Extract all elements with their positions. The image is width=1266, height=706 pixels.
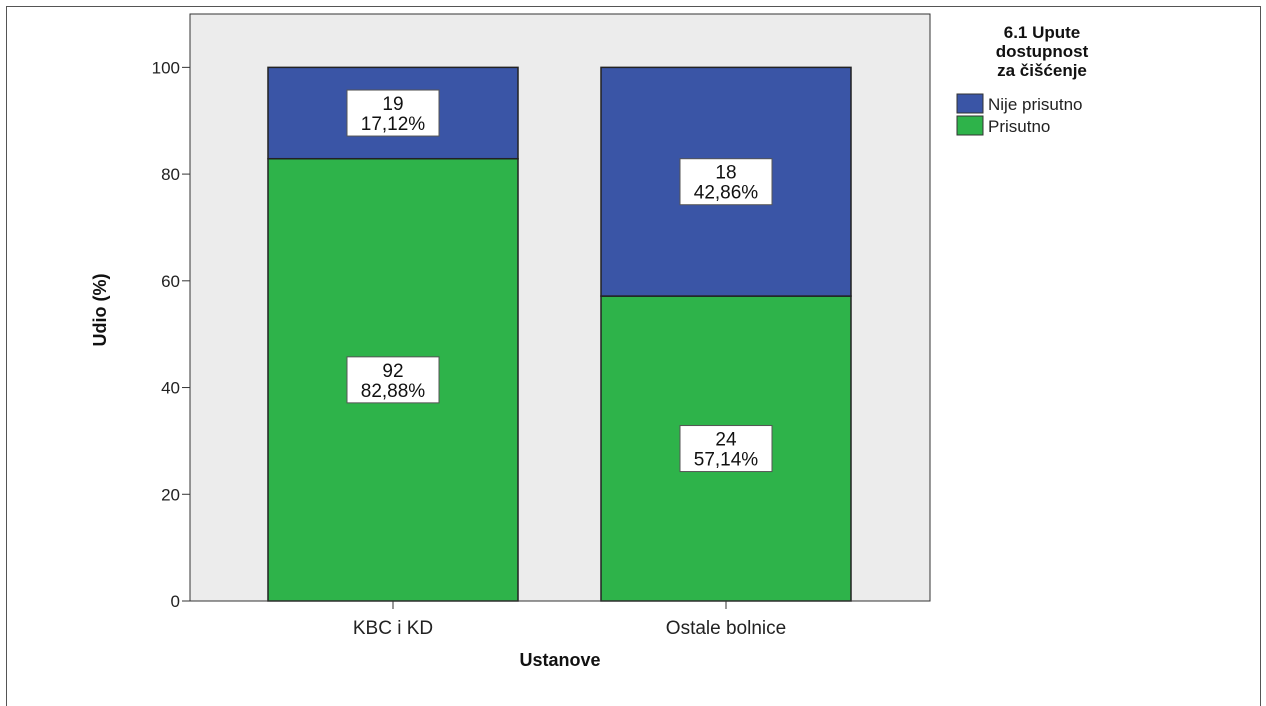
x-axis: KBC i KD Ostale bolnice (190, 600, 930, 639)
y-axis: 0 20 40 60 80 100 (152, 14, 191, 611)
legend-title-line: dostupnost (996, 42, 1089, 61)
data-label-percent: 82,88% (361, 381, 426, 402)
x-tick-label: Ostale bolnice (666, 618, 786, 639)
data-label-box (346, 356, 440, 404)
data-label-percent: 57,14% (694, 450, 759, 471)
data-label-box (346, 89, 440, 137)
legend-swatch (956, 93, 984, 114)
chart-frame (6, 6, 1261, 706)
data-label-count: 92 (382, 361, 403, 382)
data-label-percent: 17,12% (361, 114, 426, 135)
data-label-box (679, 425, 773, 473)
data-label-count: 24 (715, 430, 737, 451)
data-label-box (679, 158, 773, 206)
data-label-count: 19 (382, 94, 403, 115)
legend-swatch (956, 115, 984, 136)
legend-label: Prisutno (988, 117, 1050, 136)
y-tick-label: 40 (161, 379, 180, 398)
x-tick-label: KBC i KD (353, 618, 433, 639)
y-tick-label: 60 (161, 272, 180, 291)
y-axis-title: Udio (%) (90, 274, 110, 347)
x-axis-title: Ustanove (519, 650, 600, 670)
y-tick-label: 80 (161, 165, 180, 184)
data-label-count: 18 (715, 163, 736, 184)
data-label-percent: 42,86% (694, 183, 759, 204)
y-tick-label: 100 (152, 58, 180, 77)
legend-title-line: 6.1 Upute (1004, 23, 1081, 42)
y-tick-label: 0 (171, 592, 180, 611)
y-tick-label: 20 (161, 485, 180, 504)
legend-title-line: za čišćenje (997, 61, 1087, 80)
legend-label: Nije prisutno (988, 95, 1083, 114)
